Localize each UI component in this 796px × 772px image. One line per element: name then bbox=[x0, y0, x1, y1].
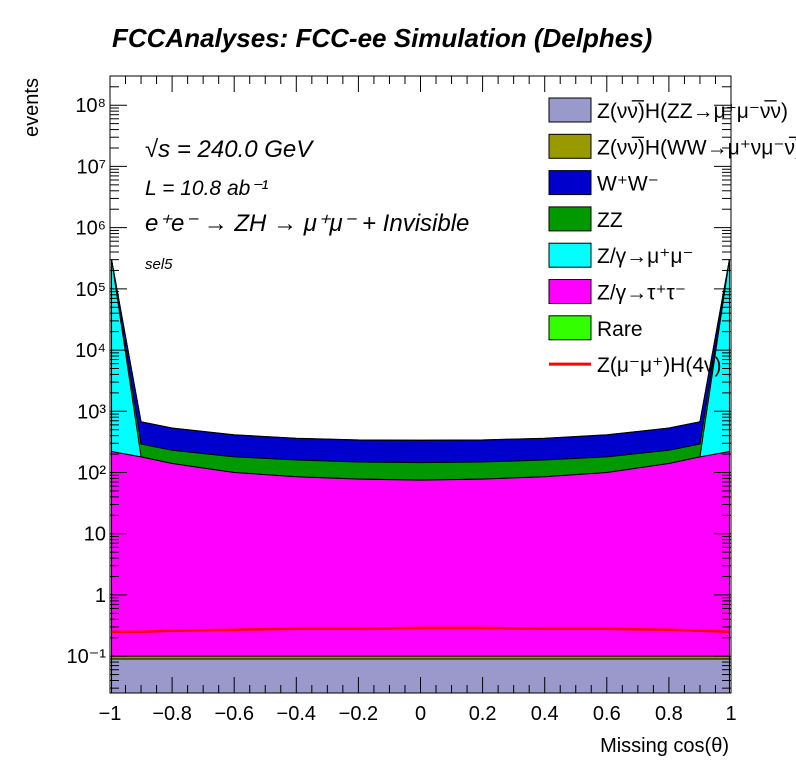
y-tick-label: 10⁷ bbox=[77, 156, 106, 178]
chart-title: FCCAnalyses: FCC-ee Simulation (Delphes) bbox=[112, 23, 652, 53]
area-z bbox=[111, 450, 730, 693]
y-tick-label: 10⁵ bbox=[75, 279, 106, 301]
x-tick-label: −1 bbox=[99, 703, 122, 725]
legend-swatch bbox=[548, 97, 592, 123]
lumi-annotation: L = 10.8 ab⁻¹ bbox=[145, 177, 268, 200]
y-tick-label: 10² bbox=[77, 462, 106, 484]
y-tick-label: 10⁻¹ bbox=[67, 646, 107, 668]
legend-label: Z(μ⁻μ⁺)H(4ν) bbox=[597, 354, 722, 377]
legend-swatch bbox=[548, 242, 592, 268]
legend-swatch bbox=[548, 206, 592, 232]
x-tick-label: 1 bbox=[725, 703, 736, 725]
legend: Z(νν̅)H(ZZ→μ⁺μ⁻ν̅ν) Z(νν̅)H(WW→μ⁺νμ⁻ν̅) W⁺… bbox=[548, 97, 796, 377]
legend-label: ZZ bbox=[597, 209, 623, 232]
legend-swatch bbox=[548, 279, 592, 304]
legend-label: W⁺W⁻ bbox=[597, 173, 659, 196]
area-z-h-zz bbox=[111, 658, 730, 693]
legend-label: Z(νν̅)H(WW→μ⁺νμ⁻ν̅) bbox=[597, 136, 796, 159]
legend-label: Z/γ→τ⁺τ⁻ bbox=[597, 282, 686, 305]
y-axis: 10⁻¹ 1 10 10² 10³ 10⁴ 10⁵ 10⁶ 10⁷ 10⁸ bbox=[67, 75, 731, 689]
x-axis: −1 −0.8 −0.6 −0.4 −0.2 0 0.2 0.4 0.6 0.8 1 bbox=[99, 76, 737, 725]
legend-label: Z/γ→μ⁺μ⁻ bbox=[597, 245, 694, 268]
legend-swatch bbox=[548, 315, 592, 341]
x-axis-label: Missing cos(θ) bbox=[600, 735, 729, 757]
x-tick-label: 0.8 bbox=[655, 703, 683, 725]
x-tick-label: 0 bbox=[415, 703, 426, 725]
signal-line bbox=[111, 626, 730, 634]
y-axis-label: events bbox=[21, 78, 43, 137]
y-tick-label: 10⁶ bbox=[76, 218, 106, 240]
energy-annotation: √s = 240.0 GeV bbox=[145, 136, 314, 163]
y-tick-label: 10⁸ bbox=[75, 95, 106, 117]
x-tick-label: −0.6 bbox=[214, 703, 253, 725]
legend-swatch bbox=[548, 133, 592, 159]
signal-curve bbox=[111, 626, 730, 634]
stacked-histogram bbox=[111, 259, 730, 693]
legend-label: Z(νν̅)H(ZZ→μ⁺μ⁻ν̅ν) bbox=[597, 100, 788, 123]
legend-swatch bbox=[548, 170, 592, 196]
process-annotation: e⁺e⁻ → ZH → μ⁺μ⁻ + Invisible bbox=[145, 210, 469, 237]
x-tick-label: 0.4 bbox=[531, 703, 559, 725]
legend-label: Rare bbox=[597, 318, 643, 341]
selection-annotation: sel5 bbox=[145, 256, 173, 273]
x-tick-label: 0.2 bbox=[469, 703, 497, 725]
y-tick-label: 10⁴ bbox=[75, 340, 106, 362]
x-tick-label: −0.8 bbox=[152, 703, 191, 725]
x-tick-label: −0.2 bbox=[339, 703, 378, 725]
y-tick-label: 10³ bbox=[77, 401, 106, 423]
x-tick-label: −0.4 bbox=[277, 703, 316, 725]
y-tick-label: 10 bbox=[84, 524, 106, 546]
x-tick-label: 0.6 bbox=[593, 703, 621, 725]
y-tick-label: 1 bbox=[95, 585, 106, 607]
